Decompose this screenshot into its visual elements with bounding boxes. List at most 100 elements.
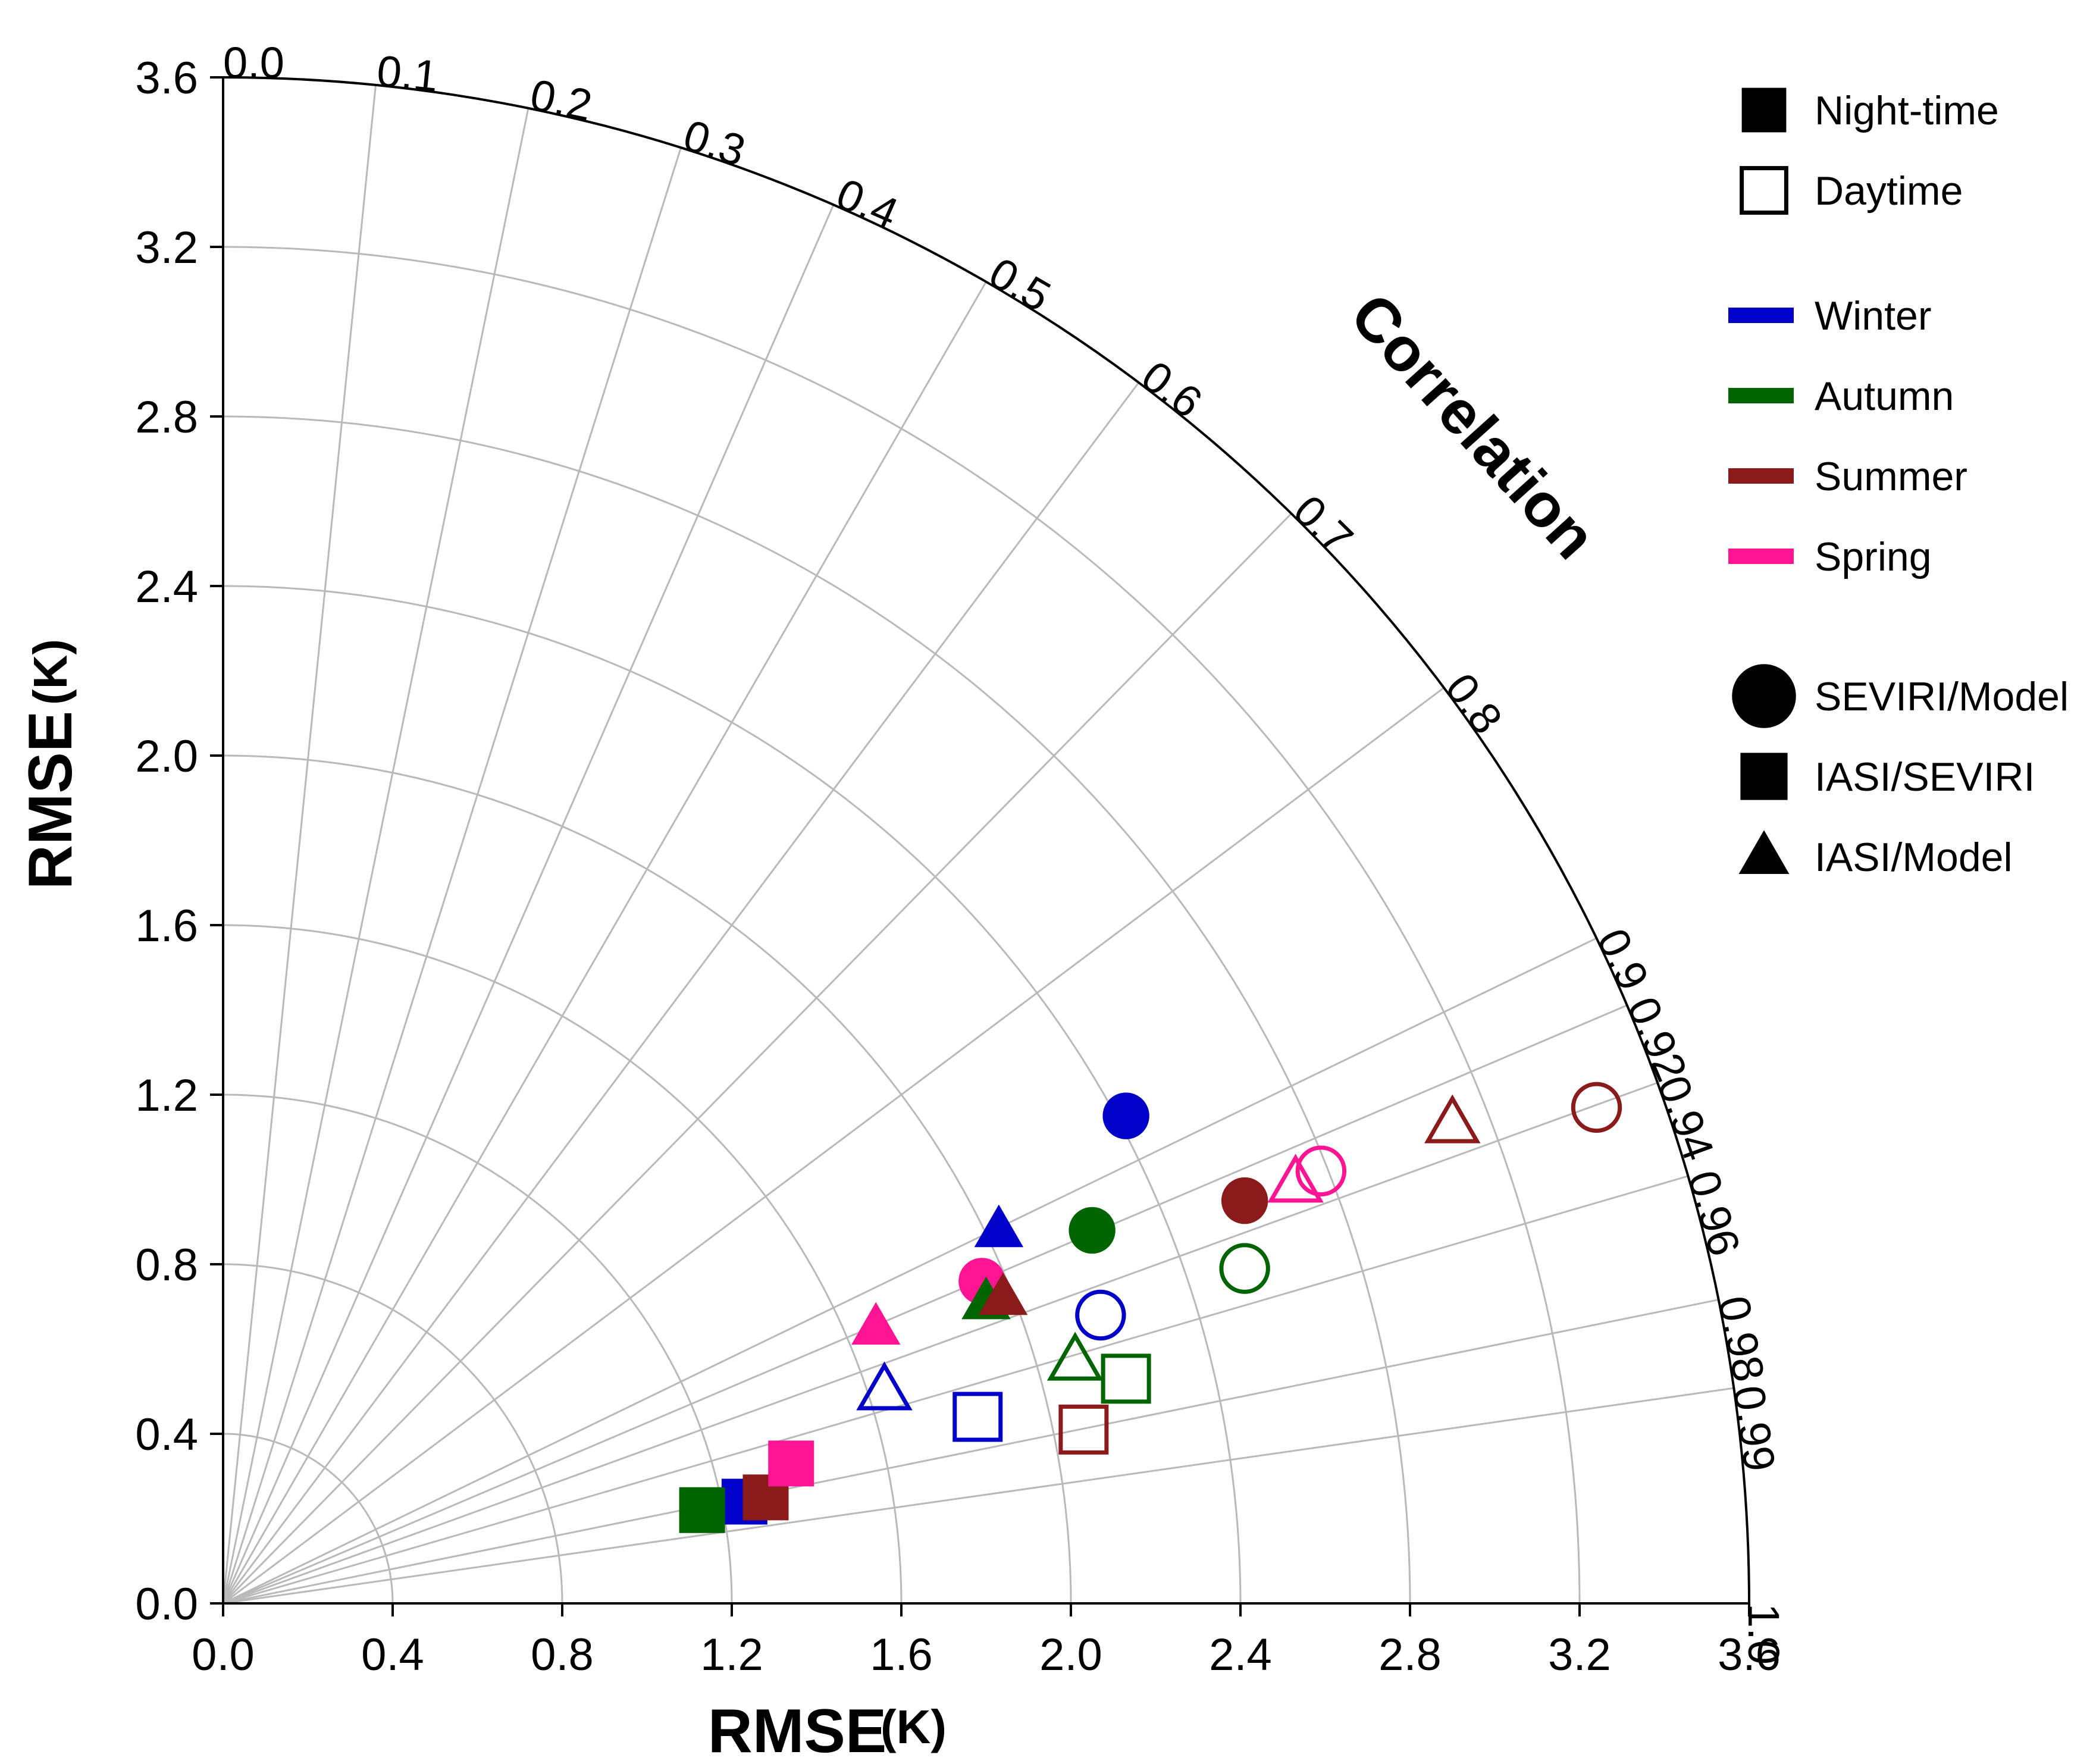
- legend-label: Night-time: [1815, 88, 1999, 133]
- point-spring-iasi-model-night: [851, 1302, 901, 1345]
- correlation-tick-label: 0.94: [1648, 1069, 1724, 1167]
- legend-swatch-winter: [1728, 308, 1794, 323]
- legend-label: Spring: [1815, 534, 1932, 579]
- point-winter-seviri-model-night: [1102, 1092, 1149, 1139]
- point-winter-iasi-seviri-day: [952, 1392, 1003, 1442]
- correlation-label: Correlation: [1337, 281, 1609, 572]
- correlation-tick-label: 0.0: [223, 38, 284, 87]
- correlation-line: [222, 84, 377, 1604]
- x-tick-label: 1.6: [870, 1630, 933, 1680]
- correlation-line: [223, 687, 1445, 1605]
- legend-marker-iasi-model: [1738, 830, 1790, 875]
- correlation-tick-label: 0.98: [1709, 1292, 1774, 1386]
- x-tick-label: 2.0: [1039, 1630, 1102, 1680]
- legend-marker-night-time: [1741, 87, 1787, 133]
- correlation-line: [222, 147, 682, 1604]
- legend-swatch-spring: [1728, 549, 1794, 564]
- x-tick-label: 0.4: [361, 1630, 424, 1680]
- tick-labels: 0.0 0.4 0.8 1.2 1.6 2.0 2.4 2.8 3.2 3.6 0.0 0.4 0.8 1…: [135, 38, 1788, 1680]
- point-spring-seviri-model-day: [1295, 1145, 1347, 1196]
- correlation-arc: [223, 76, 1750, 1604]
- point-winter-iasi-model-night: [974, 1204, 1024, 1248]
- correlation-line: [222, 204, 835, 1604]
- correlation-tick-label: 0.6: [1133, 351, 1211, 427]
- correlation-line: [223, 1299, 1719, 1605]
- point-summer-iasi-model-day: [1424, 1094, 1481, 1143]
- correlation-line: [223, 1082, 1658, 1605]
- rmse-arc: [223, 924, 903, 1604]
- rmse-arc: [223, 585, 1242, 1604]
- point-summer-seviri-model-day: [1571, 1082, 1622, 1133]
- x-axis-label: RMSE: [708, 1697, 886, 1764]
- correlation-tick-label: 0.99: [1724, 1383, 1785, 1474]
- y-tick-label: 2.0: [135, 731, 198, 782]
- data-points: [679, 1082, 1622, 1533]
- legend-marker-seviri-model: [1732, 664, 1796, 728]
- y-tick-label: 3.2: [135, 223, 198, 273]
- legend-label: Autumn: [1815, 374, 1954, 419]
- legend-label: SEVIRI/Model: [1815, 674, 2069, 719]
- y-tick-label: 0.8: [135, 1240, 198, 1290]
- rmse-arc: [223, 754, 1072, 1604]
- correlation-tick-label: 0.7: [1284, 485, 1363, 563]
- point-autumn-iasi-seviri-night: [679, 1487, 725, 1533]
- correlation-line: [223, 937, 1597, 1605]
- point-autumn-seviri-model-day: [1219, 1243, 1270, 1294]
- correlation-tick-label: 0.1: [375, 46, 441, 101]
- y-tick-label: 2.8: [135, 392, 198, 443]
- x-tick-label: 0.0: [192, 1630, 255, 1680]
- point-autumn-seviri-model-night: [1069, 1207, 1116, 1254]
- correlation-tick-label: 0.4: [829, 169, 905, 239]
- correlation-line: [222, 281, 987, 1604]
- correlation-line: [223, 1387, 1734, 1605]
- correlation-tick-label: 0.96: [1678, 1165, 1750, 1261]
- legend-label: Daytime: [1815, 168, 1963, 214]
- legend-label: Summer: [1815, 454, 1967, 499]
- legend-swatch-summer: [1728, 468, 1794, 484]
- point-spring-iasi-seviri-night: [768, 1440, 814, 1487]
- legend: Night-time Daytime Winter Autumn Summer Sprin…: [1728, 87, 2069, 880]
- legend-marker-daytime: [1740, 166, 1788, 215]
- y-axis-title: RMSE (K): [16, 639, 85, 889]
- correlation-line: [223, 1175, 1688, 1605]
- point-autumn-iasi-seviri-day: [1101, 1353, 1151, 1404]
- x-tick-label: 0.8: [531, 1630, 594, 1680]
- rmse-arc: [223, 1263, 563, 1604]
- x-axis-unit: (K): [881, 1700, 947, 1753]
- grid-layer: [222, 77, 1749, 1605]
- rmse-arc: [223, 1094, 733, 1604]
- y-axis-unit: (K): [24, 639, 77, 705]
- correlation-tick-label: 0.9: [1587, 921, 1659, 998]
- rmse-arc: [223, 415, 1411, 1604]
- y-tick-label: 0.0: [135, 1579, 198, 1630]
- x-tick-label: 3.2: [1548, 1630, 1611, 1680]
- y-tick-label: 3.6: [135, 53, 198, 104]
- point-autumn-iasi-model-day: [1046, 1331, 1104, 1381]
- y-tick-label: 2.4: [135, 562, 198, 612]
- legend-label: IASI/SEVIRI: [1815, 754, 2035, 800]
- legend-label: Winter: [1815, 293, 1931, 339]
- correlation-title: Correlation: [1337, 281, 1609, 572]
- correlation-line: [223, 1004, 1628, 1605]
- rmse-arc: [223, 246, 1581, 1604]
- x-tick-label: 2.8: [1378, 1630, 1442, 1680]
- legend-label: IASI/Model: [1815, 835, 2013, 880]
- x-tick-label: 1.2: [700, 1630, 763, 1680]
- y-axis-label: RMSE: [16, 711, 85, 889]
- axis-layer: [210, 76, 1750, 1616]
- y-tick-label: 0.4: [135, 1409, 198, 1460]
- legend-swatch-autumn: [1728, 388, 1794, 403]
- correlation-tick-label: 0.8: [1436, 664, 1512, 742]
- x-tick-label: 2.4: [1209, 1630, 1272, 1680]
- point-summer-seviri-model-night: [1221, 1177, 1268, 1224]
- y-tick-label: 1.2: [135, 1070, 198, 1121]
- x-tick-label: 3.6: [1718, 1630, 1781, 1680]
- correlation-line: [222, 513, 1292, 1605]
- point-spring-iasi-model-day: [1267, 1154, 1324, 1203]
- correlation-line: [222, 108, 529, 1604]
- point-summer-iasi-model-night: [978, 1272, 1028, 1315]
- point-summer-iasi-seviri-day: [1058, 1404, 1109, 1455]
- correlation-tick-label: 0.2: [527, 70, 596, 130]
- y-tick-label: 1.6: [135, 901, 198, 951]
